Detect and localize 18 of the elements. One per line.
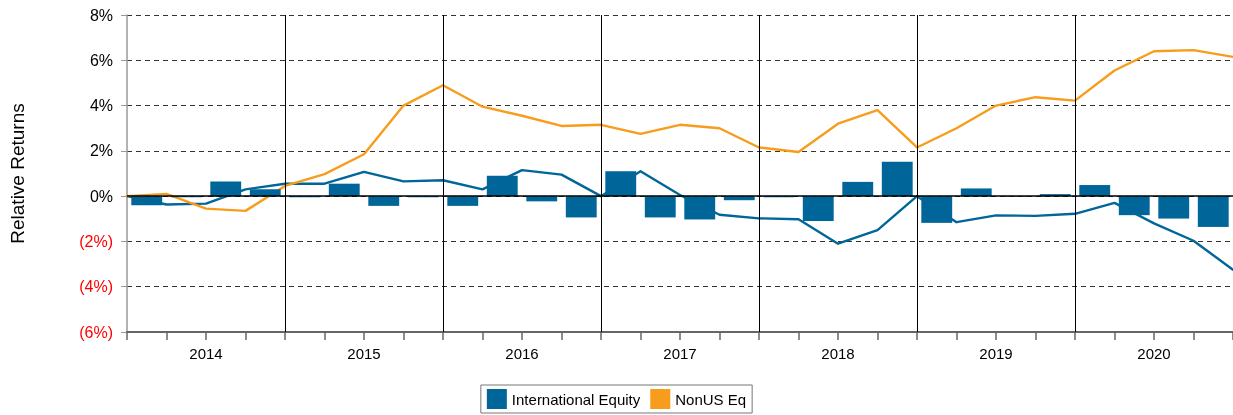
y-tick-label: (4%) bbox=[79, 278, 113, 296]
y-axis-title: Relative Returns bbox=[7, 103, 28, 244]
x-tick-label: 2015 bbox=[347, 345, 381, 362]
legend-label: International Equity bbox=[511, 390, 641, 408]
y-tick-label: 6% bbox=[89, 51, 113, 69]
y-tick-label: 0% bbox=[89, 187, 113, 205]
x-tick-label: 2017 bbox=[663, 345, 697, 362]
y-tick-label: (2%) bbox=[79, 232, 113, 250]
x-tick-label: 2018 bbox=[821, 345, 855, 362]
y-tick-label: 2% bbox=[89, 142, 113, 160]
x-tick-label: 2020 bbox=[1137, 345, 1171, 362]
x-tick-label: 2016 bbox=[505, 345, 539, 362]
x-tick-label: 2014 bbox=[189, 345, 223, 362]
x-tick-label: 2019 bbox=[979, 345, 1013, 362]
y-tick-label: 4% bbox=[89, 97, 113, 115]
y-tick-label: 8% bbox=[89, 6, 113, 24]
legend-label: NonUS Eq bbox=[675, 390, 747, 408]
y-tick-label: (6%) bbox=[79, 323, 113, 341]
